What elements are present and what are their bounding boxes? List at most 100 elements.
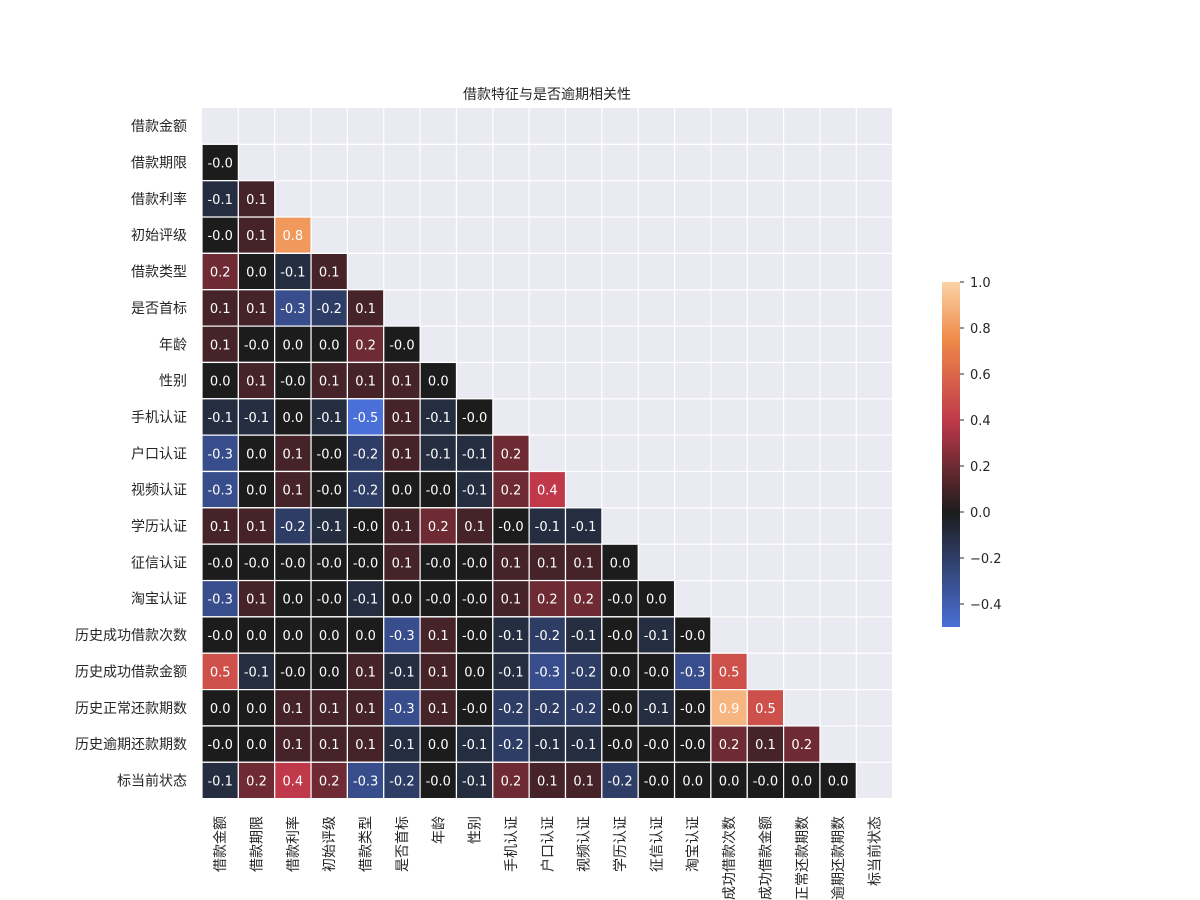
cell-value-label: -0.0: [317, 556, 342, 571]
cell-value-label: 0.1: [392, 411, 413, 426]
cell-value-label: 0.0: [246, 702, 267, 717]
heatmap-cell: [274, 252, 312, 291]
column-label: 户口认证: [539, 816, 556, 872]
heatmap-cell: [419, 470, 458, 509]
cell-value-label: -0.0: [244, 556, 269, 571]
colorbar-tick-label: 0.0: [970, 506, 991, 521]
column-label: 标当前状态: [866, 816, 883, 886]
cell-value-label: -0.0: [644, 774, 669, 789]
row-label: 借款金额: [131, 119, 187, 135]
heatmap-cell: [346, 434, 385, 473]
cell-value-label: -0.0: [244, 338, 269, 353]
heatmap-cell: [237, 507, 276, 545]
cell-value-label: -0.3: [389, 702, 414, 717]
row-label: 视频认证: [131, 483, 187, 499]
heatmap-cell: [237, 543, 276, 582]
cell-value-label: -0.0: [680, 738, 705, 753]
heatmap-cell: [201, 252, 239, 291]
cell-value-label: 0.8: [283, 229, 304, 244]
cell-value-label: -0.0: [353, 520, 378, 535]
heatmap-cell: [710, 652, 748, 691]
cell-value-label: -0.0: [207, 157, 232, 172]
heatmap-cell: [201, 507, 239, 545]
colorbar-tick-label: −0.2: [970, 552, 1002, 567]
heatmap-cell: [346, 289, 385, 327]
heatmap-cell: [346, 725, 385, 763]
cell-value-label: 0.1: [246, 302, 267, 317]
cell-value-label: 0.0: [392, 593, 413, 608]
cell-value-label: 0.9: [719, 702, 740, 717]
heatmap-cell: [528, 652, 567, 691]
colorbar-tick-label: −0.4: [970, 598, 1002, 613]
heatmap-cell: [746, 761, 785, 800]
cell-value-label: 0.1: [283, 738, 304, 753]
cell-value-label: -0.0: [317, 484, 342, 499]
cell-value-label: 0.1: [573, 556, 594, 571]
heatmap-cell: [201, 434, 239, 473]
column-label: 借款金额: [213, 816, 229, 872]
cell-value-label: -0.3: [280, 302, 305, 317]
cell-value-label: 0.0: [210, 702, 231, 717]
heatmap-cell: [310, 434, 348, 473]
cell-value-label: -0.1: [535, 738, 560, 753]
cell-value-label: -0.1: [462, 738, 487, 753]
heatmap-cell: [601, 543, 639, 582]
heatmap-cell: [274, 325, 312, 364]
heatmap-cell: [383, 470, 421, 509]
heatmap-cell: [201, 616, 239, 654]
cell-value-label: -0.1: [498, 629, 523, 644]
cell-value-label: 0.1: [319, 266, 340, 281]
row-label: 历史逾期还款期数: [75, 737, 187, 753]
cell-value-label: 0.5: [755, 702, 776, 717]
cell-value-label: 0.0: [319, 338, 340, 353]
cell-value-label: -0.1: [535, 520, 560, 535]
cell-value-label: -0.1: [207, 193, 232, 208]
heatmap-cell: [310, 325, 348, 364]
cell-value-label: 0.1: [501, 556, 522, 571]
heatmap-cell: [564, 507, 603, 545]
heatmap-cell: [782, 761, 821, 800]
cell-value-label: -0.0: [753, 774, 778, 789]
cell-value-label: 0.1: [283, 447, 304, 462]
colorbar-tick-label: 1.0: [970, 276, 991, 291]
cell-value-label: -0.2: [317, 302, 342, 317]
cell-value-label: -0.0: [607, 593, 632, 608]
heatmap-cell: [274, 289, 312, 327]
cell-value-label: -0.0: [389, 338, 414, 353]
heatmap-cell: [346, 543, 385, 582]
cell-value-label: -0.0: [280, 556, 305, 571]
cell-value-label: 0.1: [283, 702, 304, 717]
cell-value-label: 0.2: [355, 338, 376, 353]
cell-value-label: -0.2: [498, 702, 523, 717]
cell-value-label: -0.0: [426, 556, 451, 571]
cell-value-label: 0.1: [355, 738, 376, 753]
cell-value-label: 0.1: [537, 556, 558, 571]
column-label: 学历认证: [613, 816, 629, 872]
cell-value-label: 0.1: [246, 193, 267, 208]
colorbar-tick-label: 0.8: [970, 322, 991, 337]
cell-value-label: -0.1: [244, 665, 269, 680]
cell-value-label: -0.1: [644, 702, 669, 717]
cell-value-label: 0.1: [210, 302, 231, 317]
heatmap-cell: [274, 616, 312, 654]
heatmap-cell: [492, 652, 530, 691]
cell-value-label: 0.1: [428, 702, 449, 717]
heatmap-cell: [310, 652, 348, 691]
cell-value-label: 0.0: [646, 593, 667, 608]
cell-value-label: -0.1: [280, 266, 305, 281]
heatmap-cell: [383, 761, 421, 800]
column-label: 借款期限: [250, 816, 266, 872]
heatmap-cell: [528, 470, 567, 509]
column-label: 淘宝认证: [686, 816, 702, 872]
cell-value-label: -0.0: [426, 774, 451, 789]
heatmap-cell: [383, 325, 421, 364]
heatmap-cell: [346, 325, 385, 364]
cell-value-label: -0.1: [426, 411, 451, 426]
row-label: 是否首标: [131, 301, 187, 317]
cell-value-label: -0.0: [280, 375, 305, 390]
heatmap-cell: [346, 616, 385, 654]
heatmap-cell: [310, 688, 348, 727]
column-label: 年龄: [431, 816, 447, 844]
cell-value-label: -0.0: [607, 702, 632, 717]
row-label: 借款利率: [131, 191, 187, 208]
